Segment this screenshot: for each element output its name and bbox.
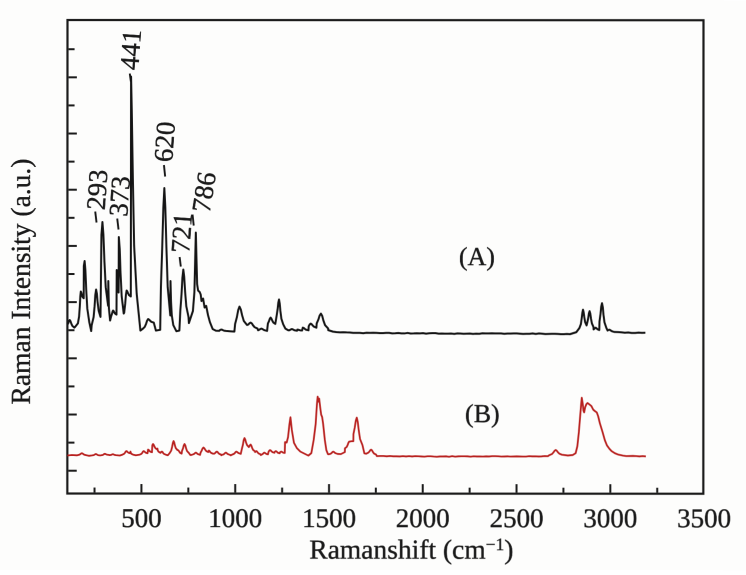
svg-text:2000: 2000 <box>396 503 450 533</box>
svg-text:620: 620 <box>148 120 181 163</box>
svg-text:Ramanshift (cm−1): Ramanshift (cm−1) <box>309 534 513 565</box>
svg-text:500: 500 <box>121 503 162 533</box>
svg-text:Raman Intensity (a.u.): Raman Intensity (a.u.) <box>5 159 36 405</box>
svg-text:3000: 3000 <box>583 503 637 533</box>
svg-text:1000: 1000 <box>208 503 262 533</box>
svg-text:(B): (B) <box>465 399 500 428</box>
svg-text:1500: 1500 <box>302 503 356 533</box>
svg-text:(A): (A) <box>459 242 495 271</box>
svg-text:3500: 3500 <box>677 503 731 533</box>
svg-text:441: 441 <box>114 28 147 71</box>
svg-text:2500: 2500 <box>490 503 544 533</box>
svg-text:786: 786 <box>186 170 222 215</box>
